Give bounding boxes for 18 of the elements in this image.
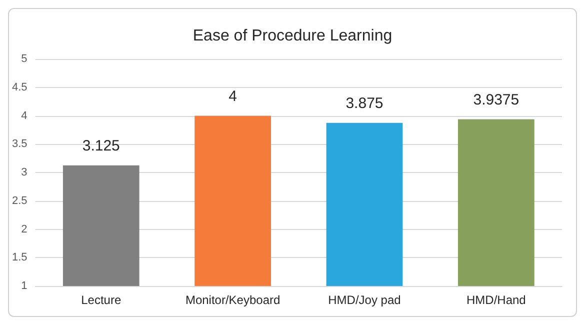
y-tick-label: 1.5 [12, 252, 28, 264]
x-tick-label: Lecture [81, 293, 122, 307]
y-tick-label: 2.5 [12, 194, 28, 207]
y-tick-label: 4 [21, 110, 28, 122]
x-tick-label: HMD/Hand [466, 293, 526, 307]
data-label: 3.125 [82, 137, 120, 154]
x-tick-label: HMD/Joy pad [328, 293, 401, 307]
y-tick-label: 3.5 [12, 138, 28, 150]
y-tick-label: 2 [21, 223, 28, 236]
y-tick-label: 3 [21, 166, 28, 178]
data-label: 3.9375 [473, 91, 520, 108]
y-tick-label: 5 [21, 53, 28, 65]
y-tick-label: 1 [21, 280, 28, 292]
data-label: 4 [228, 88, 237, 105]
y-tick-label: 4.5 [12, 81, 28, 94]
data-label: 3.875 [346, 94, 384, 112]
x-tick-label: Monitor/Keyboard [185, 293, 280, 307]
chart-title: Ease of Procedure Learning [192, 28, 392, 44]
